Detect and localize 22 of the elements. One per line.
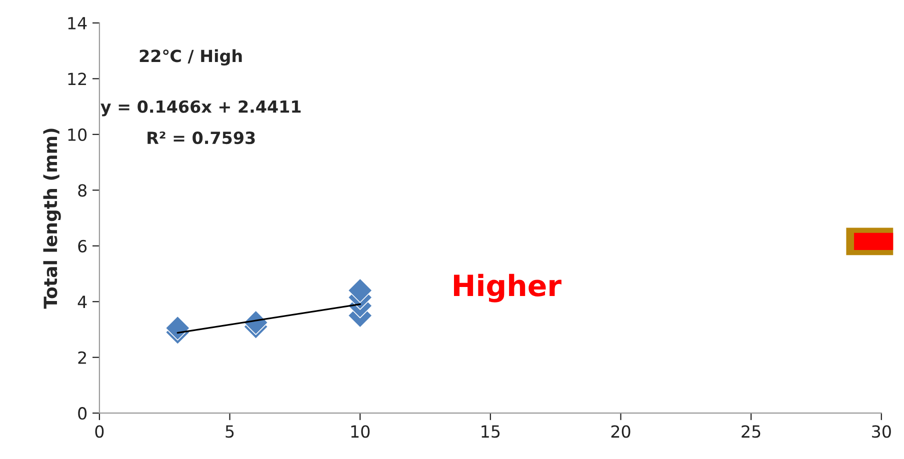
y-tick-label: 2 [78,351,86,364]
y-axis-title: Total length (mm) [43,128,61,309]
y-tick-label: 10 [68,128,87,141]
x-tick-label: 20 [611,425,630,438]
annotation: 22℃ / High [140,49,242,66]
x-tick-label: 5 [226,425,234,438]
y-tick-label: 8 [78,184,86,197]
point [165,316,190,341]
x-tick-label: 10 [351,425,370,438]
x-tick-label: 30 [872,425,891,438]
annotation: y = 0.1466x + 2.4411 [100,100,301,116]
y-tick-label: 12 [68,72,86,86]
y-tick-label: 6 [78,240,87,252]
annotation: R² = 0.7593 [148,132,255,144]
x-tick-label: 25 [742,425,760,438]
annotation: Higher [454,274,562,302]
point [348,278,373,303]
y-tick-label: 4 [78,296,87,308]
x-tick-label: 0 [95,425,104,438]
y-tick-label: 0 [78,407,87,420]
y-tick-label: 14 [68,17,87,30]
x-tick-label: 15 [482,425,500,438]
